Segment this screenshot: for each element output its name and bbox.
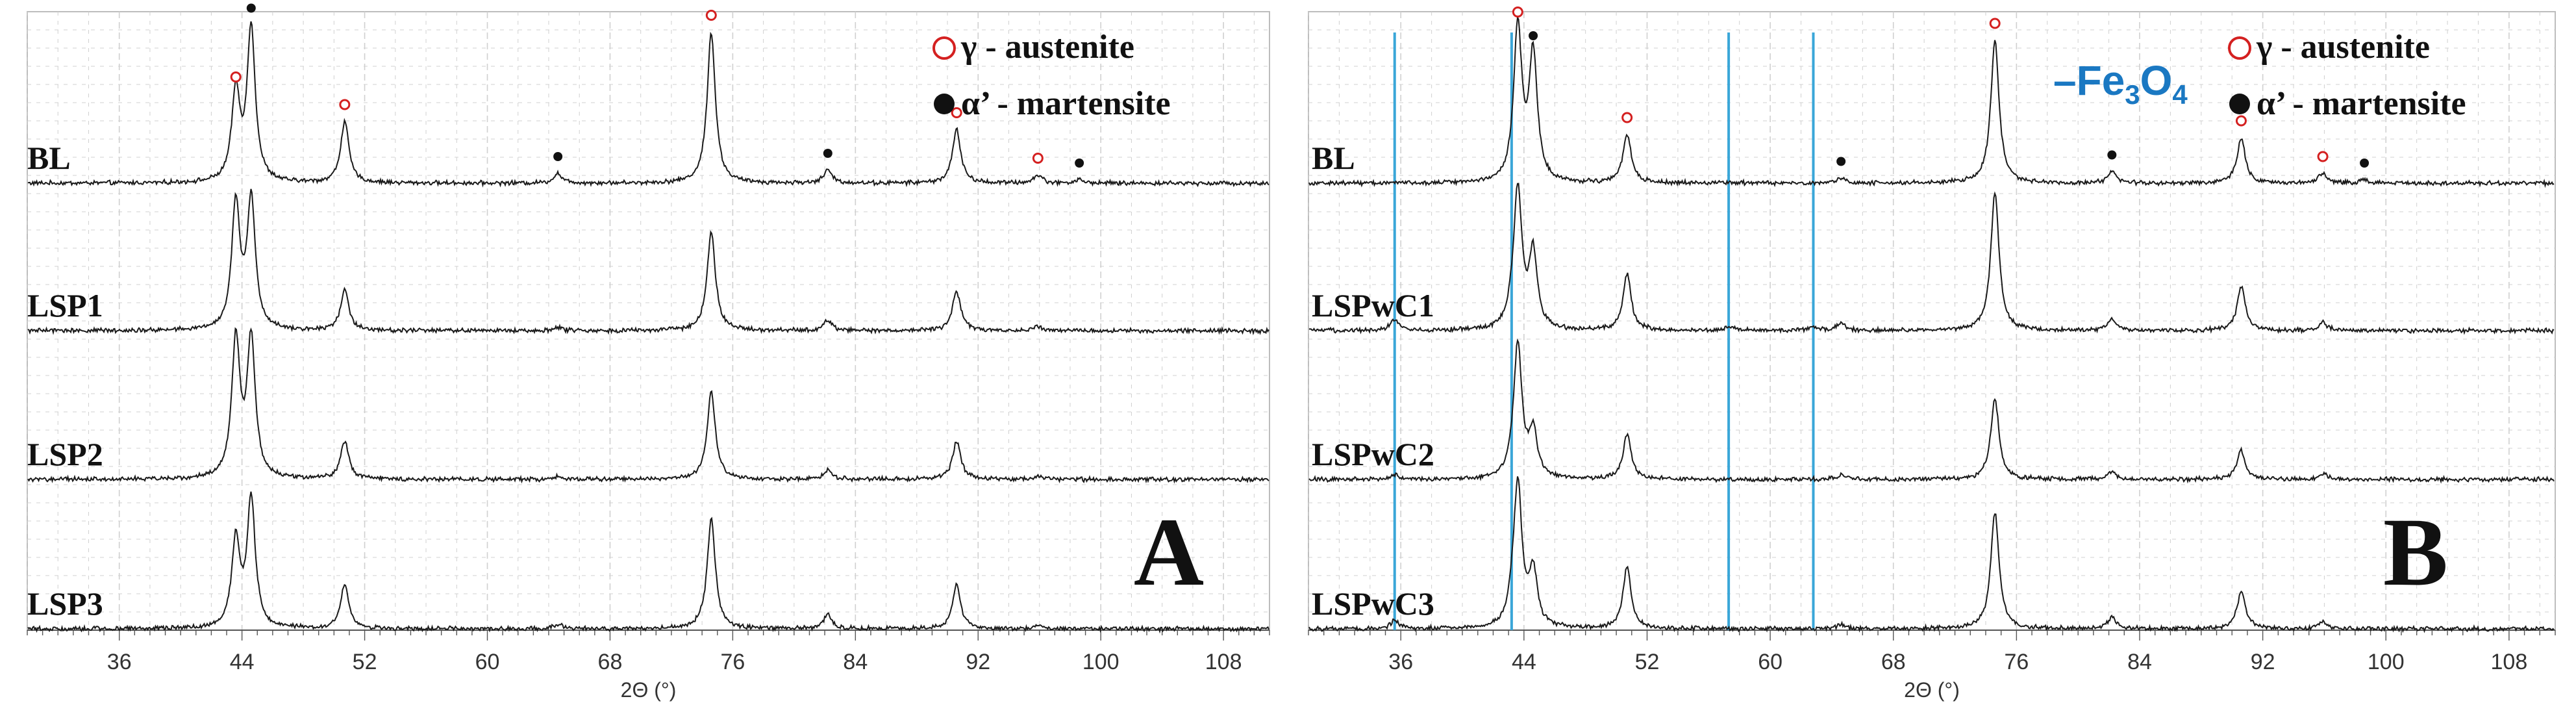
x-axis-label: 2Θ (°) [621, 678, 677, 702]
x-tick-label: 36 [107, 650, 132, 674]
fe3o4-text: –Fe [2053, 57, 2125, 104]
series-line-lspwc1 [1308, 183, 2555, 335]
austenite-marker [951, 107, 962, 118]
austenite-marker [1032, 153, 1044, 164]
martensite-marker [1529, 31, 1538, 40]
grid [1308, 12, 2555, 630]
legend-austenite-label: γ - austenite [960, 29, 1134, 66]
x-tick-label: 100 [2368, 650, 2405, 674]
x-tick-label: 92 [2251, 650, 2275, 674]
fe3o4-subscript: 4 [2172, 79, 2188, 110]
series-label-lspwc3: LSPwC3 [1312, 585, 1434, 622]
fe3o4-subscript: 3 [2125, 79, 2140, 110]
x-tick-label: 44 [230, 650, 255, 674]
martensite-marker [1836, 157, 1846, 166]
martensite-marker [823, 149, 832, 158]
austenite-marker [230, 71, 242, 83]
martensite-marker [553, 152, 563, 161]
x-tick-label: 84 [843, 650, 868, 674]
austenite-marker [2317, 151, 2329, 162]
legend-austenite-icon [2228, 36, 2251, 60]
x-tick-label: 100 [1082, 650, 1119, 674]
series-line-bl [1308, 15, 2555, 188]
panel-label: A [1134, 498, 1204, 606]
x-tick-label: 60 [475, 650, 500, 674]
legend: γ - austenite α’ - martensite [2228, 29, 2466, 122]
series-line-lsp3 [27, 491, 1269, 634]
series-line-bl [27, 21, 1269, 188]
legend-austenite-icon [932, 36, 956, 60]
series-label-lsp1: LSP1 [27, 287, 103, 324]
martensite-marker [1075, 159, 1084, 168]
legend-austenite-label: γ - austenite [2256, 29, 2430, 66]
legend-martensite-icon [2229, 94, 2250, 114]
fe3o4-text: O [2140, 57, 2173, 104]
martensite-marker [246, 3, 256, 13]
series-label-bl: BL [27, 140, 71, 176]
x-tick-label: 108 [2491, 650, 2528, 674]
grid [27, 12, 1269, 630]
austenite-marker [1989, 18, 2001, 29]
series-label-lsp2: LSP2 [27, 436, 103, 472]
austenite-marker [705, 10, 717, 21]
series-line-lsp1 [27, 188, 1269, 336]
panel-label: B [2383, 498, 2448, 606]
series-label-lspwc1: LSPwC1 [1312, 287, 1434, 324]
x-tick-label: 44 [1512, 650, 1536, 674]
x-tick-label: 36 [1388, 650, 1413, 674]
x-tick-label: 84 [2127, 650, 2152, 674]
series-label-bl: BL [1312, 140, 1355, 176]
legend-fe3o4-label: –Fe3O4 [2053, 57, 2188, 110]
legend: γ - austenite α’ - martensite [932, 29, 1171, 122]
x-tick-label: 68 [1881, 650, 1906, 674]
martensite-marker [2360, 159, 2370, 168]
austenite-marker [1621, 112, 1633, 123]
legend-martensite-label: α’ - martensite [961, 85, 1171, 122]
series-label-lsp3: LSP3 [27, 585, 103, 622]
x-tick-label: 76 [2004, 650, 2029, 674]
x-tick-label: 52 [353, 650, 377, 674]
x-tick-label: 92 [966, 650, 990, 674]
series-label-lspwc2: LSPwC2 [1312, 436, 1434, 472]
austenite-marker [339, 99, 351, 110]
panel-b: 36 44 52 60 68 76 84 92 100 108 2Θ (°) BL LSPwC1 LSPw… [1308, 6, 2556, 702]
panel-a: 36 44 52 60 68 76 84 92 100 108 2Θ (°) BL LSP1 LSP2 LS… [27, 3, 1270, 702]
legend-martensite-icon [934, 94, 955, 114]
x-tick-label: 108 [1205, 650, 1242, 674]
x-tick-label: 68 [598, 650, 623, 674]
series-line-lspwc3 [1308, 476, 2555, 633]
austenite-marker [1512, 6, 1523, 18]
x-tick-label: 52 [1635, 650, 1660, 674]
martensite-marker [2107, 150, 2117, 160]
x-tick-label: 76 [720, 650, 745, 674]
x-axis-label: 2Θ (°) [1904, 678, 1960, 702]
legend-martensite-label: α’ - martensite [2257, 85, 2466, 122]
austenite-marker [2235, 115, 2247, 127]
series-line-lsp2 [27, 327, 1269, 484]
series-line-lspwc2 [1308, 338, 2555, 484]
x-tick-label: 60 [1758, 650, 1782, 674]
